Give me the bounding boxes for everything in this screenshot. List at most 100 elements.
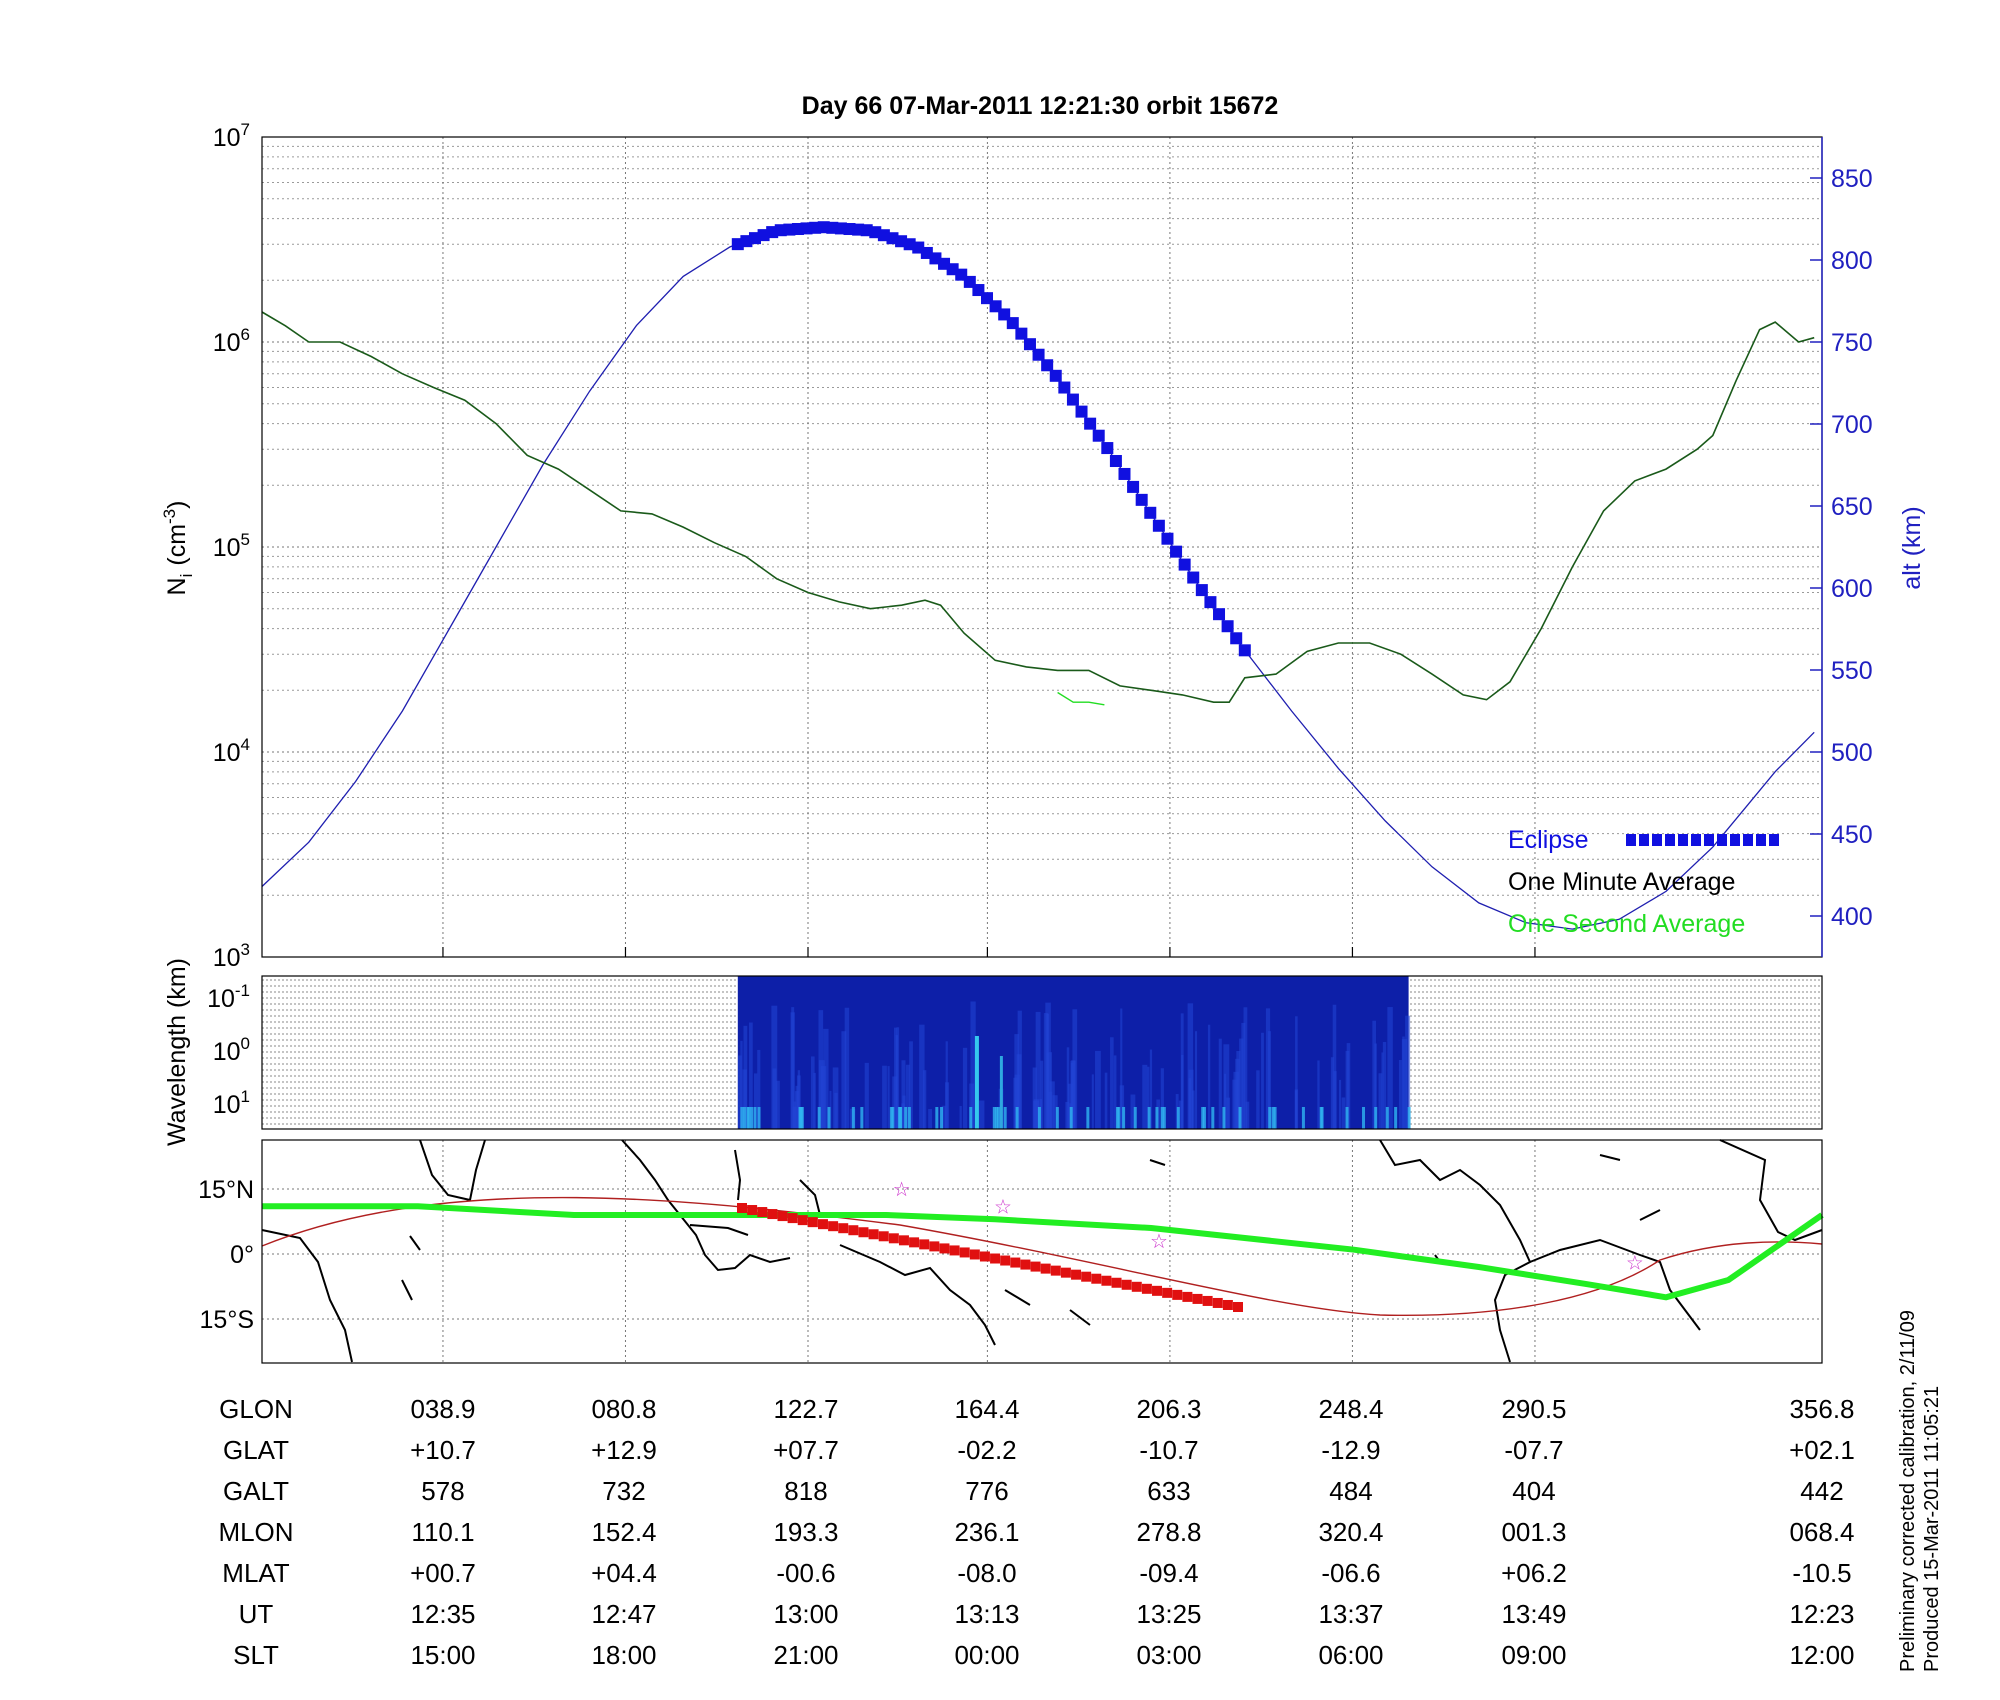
eclipse-track-marker	[1121, 1279, 1132, 1290]
spectrogram-streak	[775, 1080, 780, 1129]
altitude-tick-label: 550	[1831, 657, 1873, 685]
spectrogram-bright-streak	[1162, 1107, 1166, 1129]
map-latitude-label: 0°	[230, 1241, 254, 1269]
orbit-track-thin-line	[261, 1196, 1823, 1317]
spectrogram-streak	[887, 1066, 890, 1129]
table-cell: +04.4	[591, 1558, 657, 1588]
table-cell: 776	[965, 1476, 1008, 1506]
altitude-tick-label: 700	[1831, 411, 1873, 439]
density-tick-label: 104	[213, 735, 250, 767]
spectrogram-streak	[1052, 1095, 1058, 1129]
spectrogram-streak	[1035, 1011, 1041, 1129]
spectrogram-streak	[864, 1062, 869, 1129]
spectrogram-streak	[1241, 1022, 1246, 1129]
ylabel-close: )	[163, 501, 191, 509]
spectrogram-streak	[1195, 1031, 1198, 1129]
eclipse-marker	[1178, 558, 1191, 571]
eclipse-track-marker	[949, 1245, 960, 1256]
spectrogram-bright-streak	[1374, 1107, 1378, 1129]
altitude-tick-label: 400	[1831, 903, 1873, 931]
eclipse-marker	[1213, 608, 1226, 621]
spectrogram-streak	[941, 1105, 947, 1129]
eclipse-track-marker	[1172, 1289, 1183, 1300]
eclipse-track-marker	[1222, 1299, 1233, 1310]
spectrogram-streak	[902, 1095, 906, 1129]
eclipse-marker	[1015, 327, 1028, 340]
station-star-icon: ☆	[1626, 1253, 1644, 1275]
spectrogram-streak	[1065, 1101, 1069, 1129]
spectrogram-bright-streak	[1268, 1107, 1272, 1129]
table-cell: 320.4	[1318, 1517, 1383, 1547]
spectrogram-bright-streak	[1015, 1107, 1019, 1129]
table-cell: -10.7	[1139, 1435, 1198, 1465]
eclipse-track-marker	[858, 1227, 869, 1238]
eclipse-track-marker	[929, 1241, 940, 1252]
eclipse-marker	[1127, 480, 1140, 493]
density-tick-label: 103	[213, 940, 250, 972]
table-cell: -07.7	[1504, 1435, 1563, 1465]
spectrogram-bright-streak	[1086, 1107, 1090, 1129]
table-cell: 13:00	[773, 1599, 838, 1629]
spectrogram-streak	[844, 1007, 850, 1129]
spectrogram-streak	[1378, 1073, 1383, 1129]
eclipse-track-marker	[1081, 1271, 1092, 1282]
table-row-label: GLON	[219, 1394, 293, 1424]
spectrogram-streak	[1188, 1069, 1194, 1129]
spectrogram-bright-streak	[1147, 1107, 1151, 1129]
tick-exponent: 7	[241, 120, 250, 139]
table-cell: 12:47	[591, 1599, 656, 1629]
table-cell: 13:49	[1501, 1599, 1566, 1629]
spectrogram-bright-streak	[757, 1107, 761, 1129]
spectrogram-streak	[1046, 1052, 1052, 1129]
density-y-label: Ni (cm-3)	[160, 501, 196, 596]
tick-exponent: 0	[241, 1034, 250, 1053]
density-tick-label: 107	[213, 120, 250, 152]
spectrogram-streak	[1032, 1067, 1037, 1129]
spectrogram-streak	[970, 1001, 976, 1129]
eclipse-track-marker	[1162, 1287, 1173, 1298]
spectrogram-bright-streak	[1055, 1107, 1059, 1129]
spectrogram-streak	[1295, 1016, 1298, 1129]
spectrogram-bright-streak	[1345, 1107, 1349, 1129]
table-cell: -10.5	[1792, 1558, 1851, 1588]
chart-title: Day 66 07-Mar-2011 12:21:30 orbit 15672	[802, 92, 1279, 120]
altitude-axis-ticks: 400 450 500 550 600 650 700 750 800 850	[1810, 165, 1873, 931]
eclipse-track-marker	[888, 1233, 899, 1244]
spectrogram-streak	[1071, 1060, 1076, 1129]
table-cell: 206.3	[1136, 1394, 1201, 1424]
spectrogram-bright-streak	[940, 1107, 944, 1129]
table-cell: 110.1	[411, 1517, 474, 1547]
spectrogram-streak	[1405, 1015, 1411, 1129]
spectrogram-bright-streak	[1122, 1107, 1126, 1129]
eclipse-marker	[1041, 359, 1054, 372]
spectrogram-streak	[841, 1031, 847, 1129]
tick-exponent: 4	[241, 735, 250, 754]
eclipse-track-marker	[878, 1231, 889, 1242]
spectrogram-bright-streak	[907, 1107, 911, 1129]
spectrogram-streak	[893, 1027, 898, 1129]
table-cell: 732	[602, 1476, 645, 1506]
spectrogram-streak	[959, 1105, 962, 1129]
spectrogram-bright-streak	[898, 1107, 902, 1129]
asia-coastline	[621, 1139, 1091, 1346]
eclipse-track-marker	[919, 1239, 930, 1250]
spectrogram-bright-streak	[827, 1107, 831, 1129]
spectrogram-streak	[1372, 1020, 1377, 1129]
spectrogram-streak	[791, 1007, 795, 1129]
spectrogram-streak	[772, 1068, 777, 1129]
spectrogram-streak	[1142, 1064, 1148, 1129]
table-cell: 484	[1329, 1476, 1372, 1506]
spectrogram-bright-streak	[851, 1107, 855, 1129]
spectrogram-streak	[1339, 1079, 1342, 1129]
eclipse-track-marker	[757, 1207, 768, 1218]
spectrogram-bright-streak	[742, 1107, 746, 1129]
eclipse-track-marker	[777, 1211, 788, 1222]
station-star-icon: ☆	[994, 1196, 1012, 1218]
eclipse-track-marker	[1233, 1302, 1243, 1312]
spectrogram-streak	[1017, 1010, 1022, 1129]
spectrogram-bright-streak	[1273, 1107, 1277, 1129]
spectrogram-streak	[1294, 1089, 1299, 1129]
altitude-tick-label: 450	[1831, 821, 1873, 849]
table-row-label: GLAT	[223, 1435, 289, 1465]
